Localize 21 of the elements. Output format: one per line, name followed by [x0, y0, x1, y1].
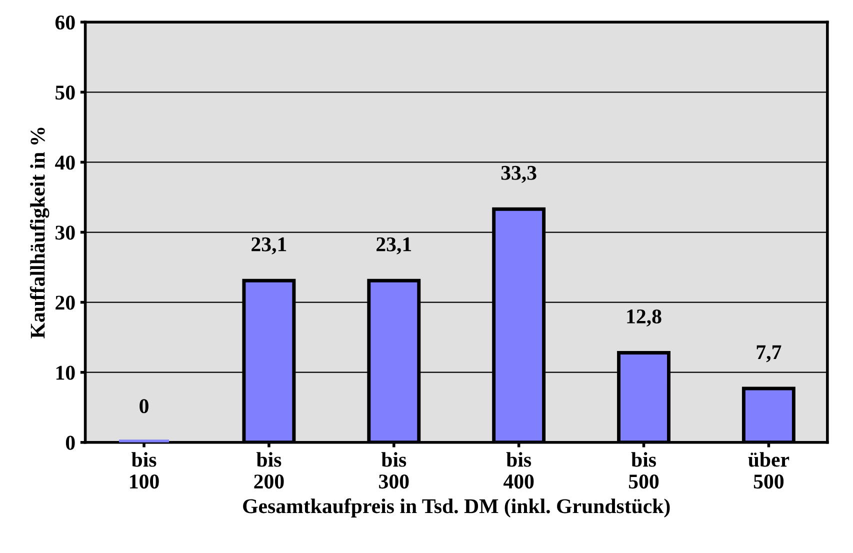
- y-tick-label: 60: [55, 15, 75, 30]
- data-label: 23,1: [376, 237, 412, 254]
- x-tick-label: bis 500: [628, 452, 659, 489]
- x-tick-label: bis 100: [130, 452, 159, 489]
- data-label: 12,8: [627, 309, 662, 327]
- y-axis-title: Kauffallhäufigkeit in %: [30, 128, 50, 338]
- x-tick-label: bis 400: [503, 452, 534, 489]
- x-tick-label: über 500: [748, 452, 790, 489]
- data-label: 7,7: [756, 345, 782, 362]
- x-tick-label: bis 200: [254, 452, 284, 489]
- y-tick-label: 20: [56, 296, 75, 310]
- data-label: 23,1: [252, 237, 286, 254]
- x-tick-label: bis 300: [379, 452, 409, 489]
- y-tick-label: 0: [66, 436, 75, 450]
- y-tick-label: 10: [56, 366, 75, 380]
- y-tick-label: 40: [55, 156, 75, 170]
- y-tick-label: 50: [56, 86, 75, 100]
- x-axis-title: Gesamtkaufpreis in Tsd. DM (inkl. Grundstück): [243, 498, 670, 518]
- y-tick-label: 30: [56, 226, 75, 240]
- data-label: 33,3: [501, 166, 536, 183]
- data-label: 0: [140, 399, 148, 414]
